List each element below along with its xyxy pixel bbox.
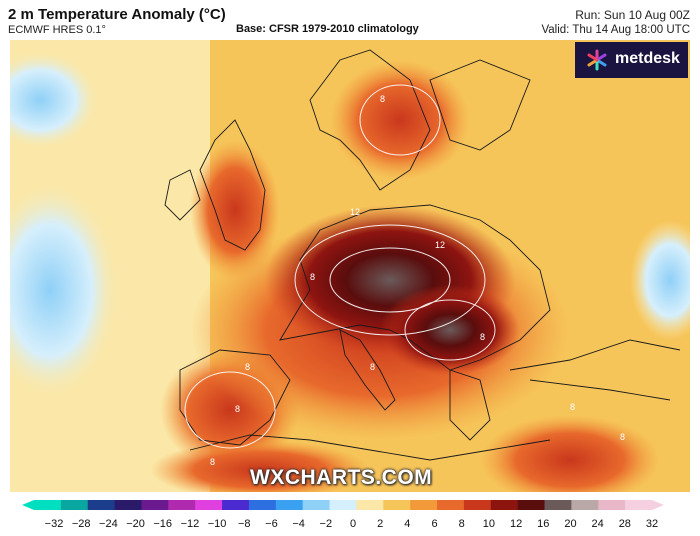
legend-swatch: [114, 500, 142, 510]
legend-tick-label: −4: [292, 518, 305, 530]
legend-swatch: [34, 500, 62, 510]
map-title: 2 m Temperature Anomaly (°C): [8, 6, 226, 23]
run-time-label: Run: Sun 10 Aug 00Z: [575, 8, 690, 22]
legend-tick-label: 24: [591, 518, 604, 530]
warm-anomaly-north-africa: [150, 440, 370, 492]
legend-tick-label: 8: [458, 518, 465, 530]
legend-swatch: [463, 500, 492, 510]
legend-tick-label: −6: [265, 518, 278, 530]
legend-swatch: [598, 500, 626, 510]
legend-swatch: [544, 500, 572, 510]
contour-label: 8: [570, 402, 575, 412]
legend-swatch: [302, 500, 331, 510]
legend-swatch: [517, 500, 546, 510]
legend-tick-label: 20: [564, 518, 577, 530]
warm-anomaly-britain: [190, 140, 280, 280]
legend-tick-label: −8: [237, 518, 251, 530]
contour-label: 8: [480, 332, 485, 342]
legend-swatch: [437, 500, 465, 510]
legend-tick-label: −12: [180, 518, 200, 530]
metdesk-logo-icon: [587, 49, 607, 71]
legend-tick-label: 0: [349, 518, 357, 530]
hot-anomaly-balkans: [380, 285, 520, 375]
cool-anomaly-atlantic: [10, 180, 120, 400]
legend-tick-label: 10: [482, 518, 496, 530]
contour-label: 12: [435, 240, 445, 250]
contour-label: 8: [245, 362, 250, 372]
anomaly-map[interactable]: 8 8 12 12 8 8 8 8 8 8 8: [10, 40, 690, 492]
legend-tick-label: −2: [319, 518, 333, 530]
legend-swatch: [168, 500, 196, 510]
cool-anomaly-east: [630, 220, 690, 340]
contour-label: 8: [620, 432, 625, 442]
legend-tick-label: 28: [618, 518, 631, 530]
legend-swatch: [410, 500, 438, 510]
contour-label: 8: [210, 457, 215, 467]
legend-swatch: [356, 500, 384, 510]
legend-tick-label: −32: [44, 518, 64, 530]
legend-swatch: [571, 500, 599, 510]
legend-tick-label: −28: [71, 518, 91, 530]
legend-tick-label: 2: [377, 518, 384, 530]
wxcharts-watermark: WXCHARTS.COM: [250, 466, 433, 489]
legend-swatch: [222, 500, 250, 510]
coastlines: [164, 49, 681, 461]
contour-label-group: 8 8 12 12 8 8 8 8 8 8 8: [210, 94, 625, 467]
contour-label: 8: [370, 362, 375, 372]
legend-swatch: [275, 500, 304, 510]
warm-anomaly-scandinavia: [330, 60, 470, 180]
legend-swatch: [625, 500, 653, 510]
legend-swatch: [87, 500, 116, 510]
legend-colorbar: [22, 500, 664, 510]
legend-tick-label: 6: [431, 518, 438, 530]
climatology-base-label: Base: CFSR 1979-2010 climatology: [236, 23, 419, 35]
legend-tick-label: 4: [404, 518, 411, 530]
valid-time-label: Valid: Thu 14 Aug 18:00 UTC: [541, 24, 690, 36]
legend-arrow-low: [22, 500, 34, 510]
legend-tick-label: 12: [509, 518, 523, 530]
legend-tick-label: −16: [153, 518, 173, 530]
map-canvas: 8 8 12 12 8 8 8 8 8 8 8: [10, 40, 690, 492]
contour-lines: [184, 84, 496, 449]
legend-tick-label: −10: [207, 518, 227, 530]
cool-anomaly-north: [10, 50, 100, 150]
legend-swatch: [195, 500, 223, 510]
contour-label: 8: [310, 272, 315, 282]
legend-swatch: [141, 500, 169, 510]
contour-label: 12: [350, 207, 360, 217]
legend-tick-label: −24: [99, 518, 118, 530]
legend-swatch: [60, 500, 89, 510]
contour-label: 8: [235, 404, 240, 414]
legend-tick-label: −20: [126, 518, 145, 530]
legend-swatch: [490, 500, 519, 510]
color-legend: [0, 494, 700, 536]
logo-text: metdesk: [615, 50, 680, 67]
chart-header: 2 m Temperature Anomaly (°C) ECMWF HRES …: [0, 0, 700, 40]
legend-swatch: [329, 500, 357, 510]
legend-tick-label: 16: [537, 518, 550, 530]
legend-swatch: [248, 500, 277, 510]
metdesk-logo: metdesk: [575, 42, 688, 78]
legend-swatch: [383, 500, 411, 510]
warm-anomaly-southeast: [480, 415, 660, 492]
contour-label: 8: [380, 94, 385, 104]
model-label: ECMWF HRES 0.1°: [8, 24, 106, 36]
legend-tick-label: 32: [645, 518, 659, 530]
legend-arrow-high: [652, 500, 664, 510]
